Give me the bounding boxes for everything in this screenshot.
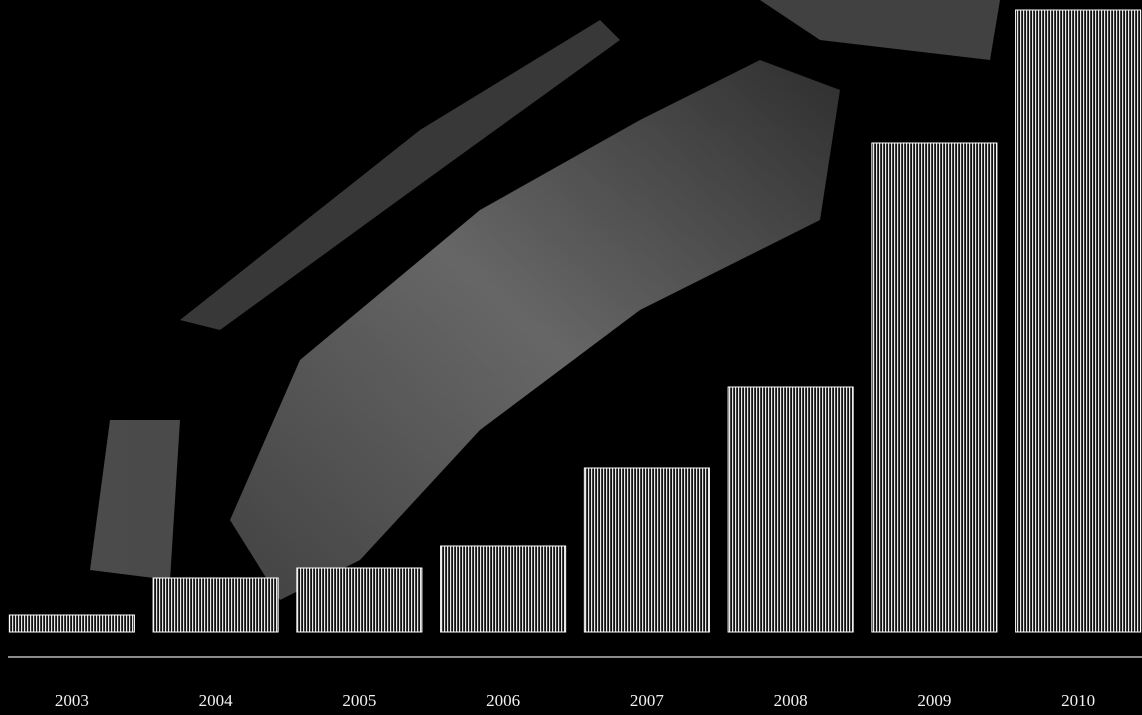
x-tick-label: 2009 <box>917 691 951 710</box>
bar <box>152 577 279 633</box>
bar <box>1015 9 1142 633</box>
background-photo <box>90 0 1000 600</box>
bar <box>296 567 423 633</box>
bar <box>727 386 854 633</box>
bar <box>8 614 135 633</box>
bar <box>871 142 998 633</box>
x-tick-label: 2004 <box>199 691 234 710</box>
x-tick-label: 2005 <box>342 691 376 710</box>
x-tick-label: 2006 <box>486 691 520 710</box>
x-tick-label: 2008 <box>774 691 808 710</box>
bar <box>440 545 567 633</box>
bar <box>583 467 710 633</box>
x-tick-label: 2010 <box>1061 691 1095 710</box>
x-tick-label: 2003 <box>55 691 89 710</box>
x-tick-label: 2007 <box>630 691 665 710</box>
